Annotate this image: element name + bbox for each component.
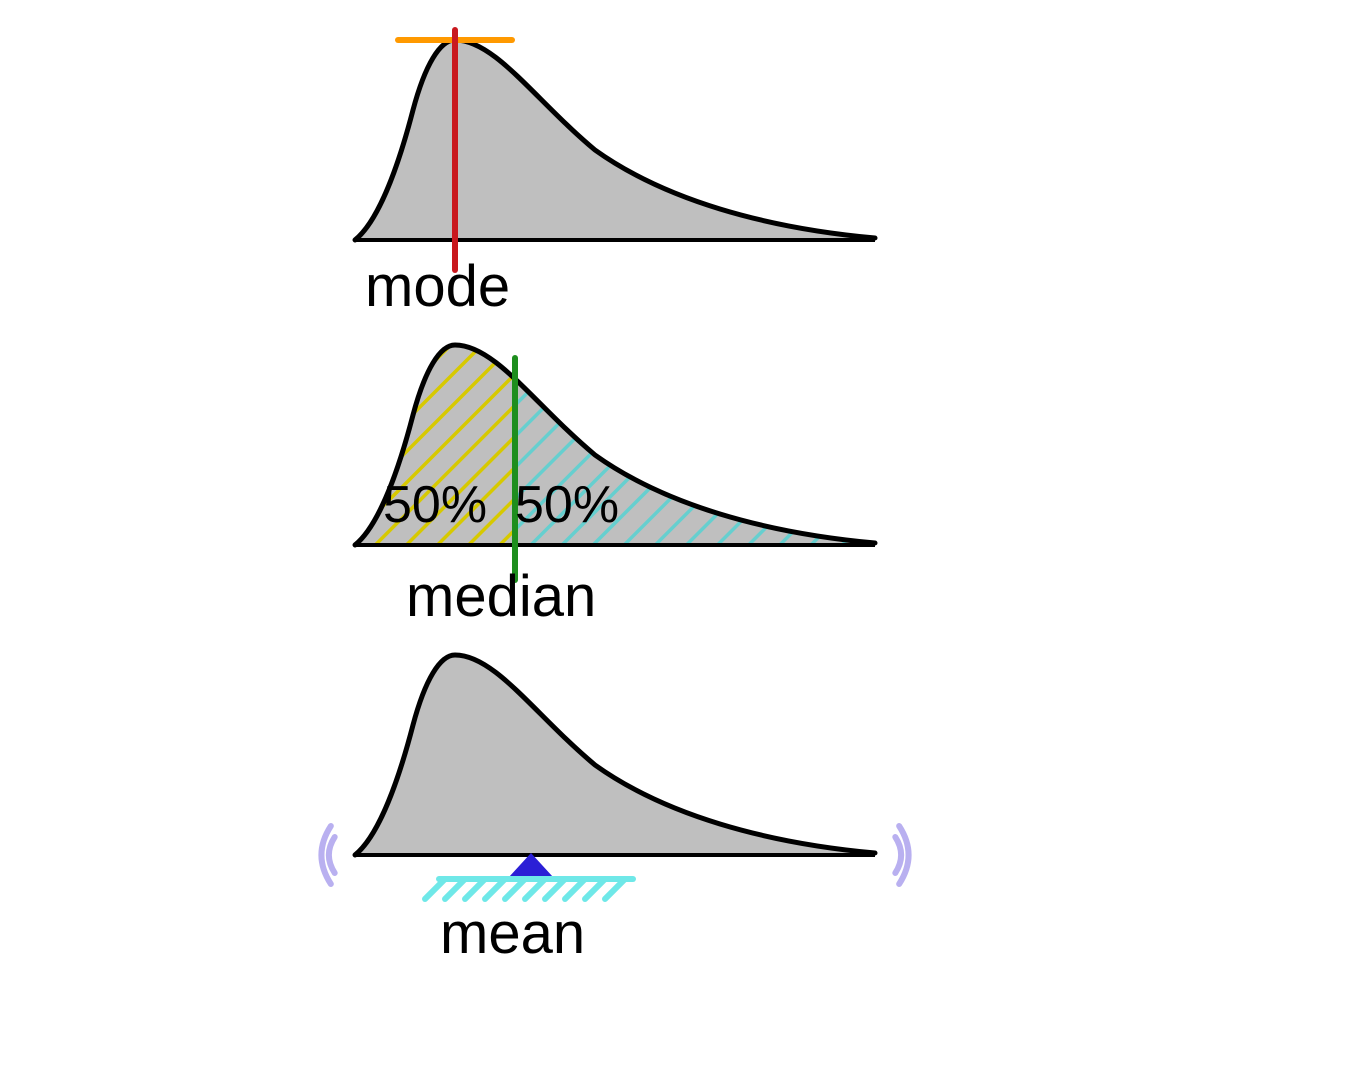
diagram-root: mode median 50% 50% mean — [0, 0, 1370, 1090]
panel-median — [0, 335, 1370, 635]
label-mean: mean — [440, 900, 585, 967]
label-mode: mode — [365, 253, 510, 320]
median-svg — [0, 335, 1370, 635]
panel-mode — [0, 20, 1370, 320]
panel-mean — [0, 645, 1370, 965]
median-fifty-left: 50% — [383, 475, 487, 535]
mean-svg — [0, 645, 1370, 965]
mode-svg — [0, 20, 1370, 320]
label-median: median — [406, 563, 596, 630]
median-fifty-right: 50% — [515, 475, 619, 535]
